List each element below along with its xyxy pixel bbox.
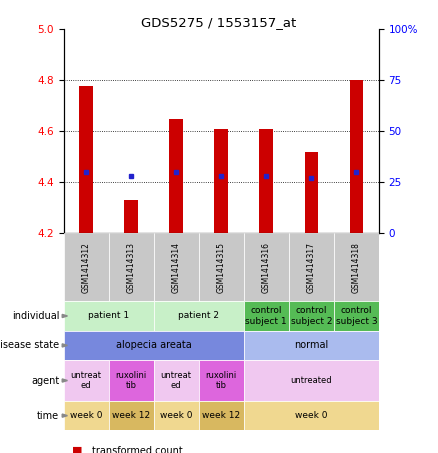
Bar [64, 301, 154, 331]
Bar [154, 233, 199, 301]
Bar [334, 301, 379, 331]
Text: alopecia areata: alopecia areata [116, 340, 191, 351]
Bar [289, 233, 334, 301]
Text: week 12: week 12 [202, 411, 240, 420]
Bar [154, 360, 199, 401]
Bar [64, 233, 109, 301]
Bar [154, 301, 244, 331]
Bar [215, 129, 228, 233]
Bar [199, 401, 244, 430]
Text: GSM1414316: GSM1414316 [262, 242, 271, 293]
Bar [244, 233, 289, 301]
Text: GDS5275 / 1553157_at: GDS5275 / 1553157_at [141, 16, 297, 29]
Text: untreat
ed: untreat ed [161, 371, 192, 390]
Text: GSM1414312: GSM1414312 [81, 242, 91, 293]
Text: untreated: untreated [290, 376, 332, 385]
Text: transformed count: transformed count [92, 446, 183, 453]
Text: week 0: week 0 [295, 411, 328, 420]
Bar [109, 401, 154, 430]
Text: GSM1414314: GSM1414314 [172, 242, 180, 293]
Bar [109, 360, 154, 401]
Text: patient 2: patient 2 [178, 312, 219, 320]
Bar [244, 331, 379, 360]
Text: ruxolini
tib: ruxolini tib [205, 371, 237, 390]
Text: GSM1414317: GSM1414317 [307, 242, 316, 293]
Bar [244, 360, 379, 401]
Text: normal: normal [294, 340, 328, 351]
Bar [199, 233, 244, 301]
Bar [244, 401, 379, 430]
Text: GSM1414313: GSM1414313 [127, 242, 136, 293]
Text: week 0: week 0 [70, 411, 102, 420]
Text: control
subject 1: control subject 1 [245, 306, 287, 326]
Bar [199, 360, 244, 401]
Bar [64, 331, 244, 360]
Text: ■: ■ [72, 446, 86, 453]
Bar [64, 360, 109, 401]
Text: time: time [37, 410, 59, 421]
Bar [350, 81, 363, 233]
Text: week 0: week 0 [160, 411, 192, 420]
Bar [259, 129, 273, 233]
Bar [244, 301, 289, 331]
Text: ruxolini
tib: ruxolini tib [116, 371, 147, 390]
Bar [170, 119, 183, 233]
Bar [79, 86, 93, 233]
Bar [334, 233, 379, 301]
Text: patient 1: patient 1 [88, 312, 129, 320]
Bar [64, 401, 109, 430]
Text: agent: agent [31, 376, 59, 386]
Text: individual: individual [12, 311, 59, 321]
Text: control
subject 2: control subject 2 [290, 306, 332, 326]
Text: disease state: disease state [0, 340, 59, 351]
Bar [109, 233, 154, 301]
Bar [289, 301, 334, 331]
Bar [304, 152, 318, 233]
Text: week 12: week 12 [112, 411, 150, 420]
Text: untreat
ed: untreat ed [71, 371, 102, 390]
Bar [124, 200, 138, 233]
Text: control
subject 3: control subject 3 [336, 306, 377, 326]
Text: GSM1414318: GSM1414318 [352, 242, 361, 293]
Text: GSM1414315: GSM1414315 [217, 242, 226, 293]
Bar [154, 401, 199, 430]
